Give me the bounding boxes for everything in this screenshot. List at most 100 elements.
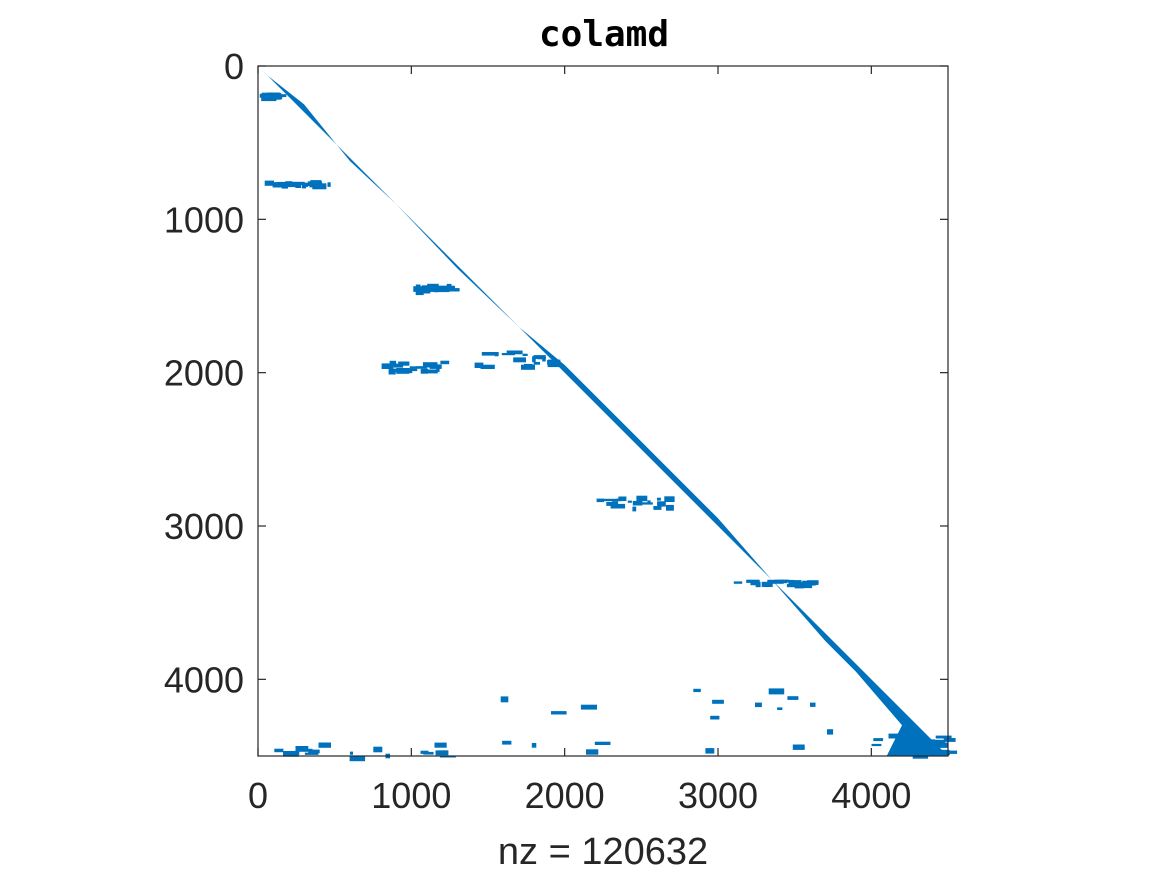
nonzero-mark <box>705 748 715 754</box>
nonzero-mark <box>481 352 499 356</box>
nonzero-mark <box>308 749 320 754</box>
nonzero-mark <box>532 356 536 363</box>
nonzero-mark <box>270 94 281 100</box>
y-tick-label: 0 <box>224 46 244 87</box>
nonzero-mark <box>606 502 614 506</box>
nonzero-mark <box>474 362 484 368</box>
x-tick-label: 1000 <box>371 775 451 816</box>
nonzero-mark <box>755 702 762 708</box>
nonzero-mark <box>502 740 512 745</box>
nonzero-mark <box>897 741 906 746</box>
nonzero-mark <box>586 749 599 755</box>
nonzero-mark <box>596 498 604 503</box>
nonzero-cluster <box>413 283 460 296</box>
nonzero-mark <box>292 181 305 185</box>
nonzero-mark <box>533 355 546 360</box>
nonzero-mark <box>923 750 940 753</box>
nonzero-mark <box>712 699 724 704</box>
nonzero-mark <box>666 504 674 511</box>
nonzero-mark <box>506 350 523 355</box>
nonzero-mark <box>632 506 637 512</box>
nonzero-mark <box>318 742 331 748</box>
nonzero-mark <box>409 366 421 369</box>
nonzero-mark <box>932 739 946 744</box>
nonzero-mark <box>327 182 331 187</box>
nonzero-mark <box>787 696 799 700</box>
diagonal-nonzero-band <box>258 66 948 756</box>
nonzero-mark <box>932 742 949 748</box>
nonzero-mark <box>664 496 675 502</box>
nonzero-mark <box>790 580 802 584</box>
nonzero-mark <box>750 581 757 586</box>
nonzero-mark <box>768 688 785 695</box>
nonzero-mark <box>381 363 394 369</box>
nonzero-mark <box>921 739 936 744</box>
nonzero-mark <box>810 702 816 707</box>
nonzero-mark <box>693 688 701 693</box>
nonzero-mark <box>309 181 318 187</box>
nonzero-mark <box>426 362 433 365</box>
y-tick-label: 3000 <box>164 506 244 547</box>
nonzero-mark <box>632 500 643 506</box>
nonzero-mark <box>938 749 949 756</box>
nonzero-pattern <box>258 66 958 762</box>
y-tick-label: 4000 <box>164 659 244 700</box>
nonzero-mark <box>277 181 290 187</box>
nonzero-mark <box>420 368 428 374</box>
nonzero-mark <box>779 579 788 584</box>
nonzero-mark <box>761 581 773 587</box>
nonzero-mark <box>413 286 422 292</box>
nonzero-mark <box>786 583 801 588</box>
nonzero-mark <box>398 361 410 366</box>
nonzero-mark <box>398 368 413 374</box>
nonzero-mark <box>792 744 805 750</box>
nonzero-mark <box>935 735 952 739</box>
nonzero-mark <box>438 750 448 755</box>
nonzero-mark <box>533 361 540 365</box>
nonzero-mark <box>657 501 666 507</box>
nonzero-cluster <box>274 742 456 762</box>
nonzero-mark <box>627 500 632 503</box>
nonzero-mark <box>647 500 651 503</box>
nonzero-mark <box>640 502 653 505</box>
nonzero-mark <box>440 360 450 365</box>
nonzero-mark <box>296 748 313 751</box>
nonzero-mark <box>434 742 447 748</box>
nonzero-mark <box>594 741 611 745</box>
nonzero-mark <box>301 182 307 189</box>
nonzero-mark <box>653 506 662 510</box>
nonzero-mark <box>733 581 743 584</box>
nonzero-mark <box>295 183 302 188</box>
nonzero-mark <box>802 580 819 585</box>
nonzero-cluster <box>596 495 675 512</box>
nonzero-mark <box>500 696 509 703</box>
nonzero-mark <box>531 743 537 748</box>
nonzero-mark <box>548 359 561 363</box>
nonzero-mark <box>423 369 438 374</box>
nonzero-mark <box>943 738 956 742</box>
nonzero-mark <box>416 366 427 369</box>
nonzero-mark <box>611 501 619 507</box>
nonzero-mark <box>264 96 274 99</box>
nonzero-mark <box>710 715 720 720</box>
nonzero-mark <box>796 582 813 589</box>
nonzero-mark <box>411 368 418 372</box>
nonzero-cluster <box>259 92 287 102</box>
nonzero-cluster <box>264 180 331 190</box>
nonzero-mark <box>501 353 515 356</box>
nonzero-mark <box>547 361 561 368</box>
x-tick-label: 3000 <box>678 775 758 816</box>
nonzero-mark <box>657 497 661 501</box>
y-tick-label: 1000 <box>164 199 244 240</box>
nonzero-mark <box>636 495 648 502</box>
x-tick-label: 0 <box>248 775 268 816</box>
nonzero-mark <box>264 180 274 186</box>
nonzero-mark <box>901 736 910 742</box>
nonzero-mark <box>389 360 397 366</box>
nonzero-mark <box>551 711 567 715</box>
nonzero-mark <box>274 748 284 753</box>
x-tick-label: 2000 <box>525 775 605 816</box>
nonzero-mark <box>521 364 535 370</box>
nonzero-mark <box>827 729 834 735</box>
